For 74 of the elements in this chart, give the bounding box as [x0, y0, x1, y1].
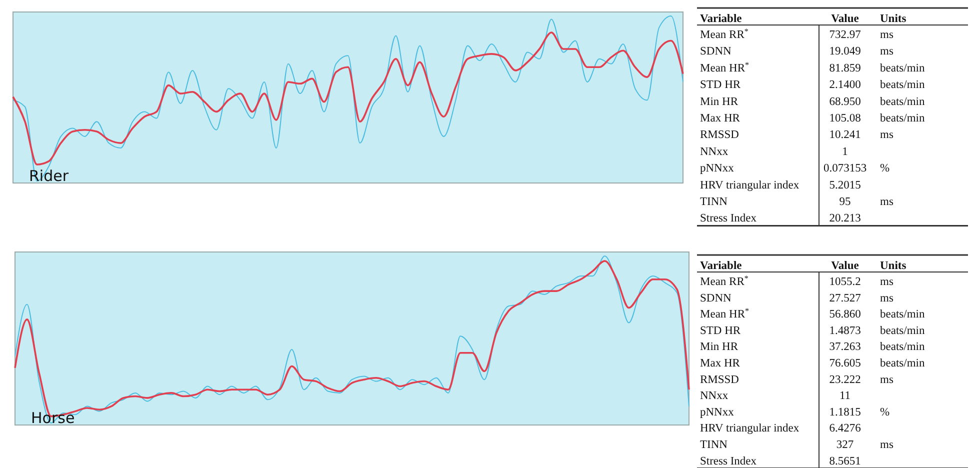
text: 76.605	[829, 358, 861, 370]
text: 327	[836, 439, 854, 451]
category-label: SDNN	[700, 46, 732, 58]
text: ms	[880, 292, 894, 304]
text: 19.049	[829, 46, 861, 58]
text: ms	[880, 374, 894, 386]
category-label: Max HR	[700, 112, 740, 124]
text: 2.1400	[829, 79, 861, 92]
text: 10.241	[829, 129, 861, 142]
category-label: Stress Index	[700, 455, 757, 468]
text: 27.527	[829, 292, 861, 304]
category-label: HRV triangular index	[700, 179, 800, 192]
category-label: Mean HR$^{*}$	[700, 60, 750, 74]
text: 81.859	[829, 62, 861, 74]
category-label: pNNxx	[700, 406, 734, 418]
text: 68.950	[829, 96, 861, 108]
text: ms	[880, 29, 894, 41]
text: 0.073153	[823, 162, 867, 175]
text: 1055.2	[829, 276, 861, 288]
text: Value	[831, 13, 859, 25]
category-label: SDNN	[700, 292, 732, 304]
text: 37.263	[829, 341, 861, 354]
text: beats/min	[880, 96, 925, 108]
text: Variable	[700, 260, 742, 272]
category-label: STD HR	[700, 324, 741, 337]
text: Units	[880, 260, 907, 272]
category-label: Mean RR$^{*}$	[700, 26, 748, 41]
text: Variable	[700, 13, 742, 25]
category-label: pNNxx	[700, 162, 734, 175]
text: %	[880, 406, 890, 418]
category-label: Max HR	[700, 358, 740, 370]
text: 5.2015	[829, 179, 861, 192]
text: beats/min	[880, 341, 925, 354]
text: beats/min	[880, 308, 925, 321]
text: Rider	[29, 167, 70, 185]
text: beats/min	[880, 112, 925, 124]
text: ms	[880, 196, 894, 208]
category-label: NNxx	[700, 390, 728, 402]
category-label: Mean RR$^{*}$	[700, 274, 748, 288]
text: 6.4276	[829, 422, 861, 435]
category-label: Mean HR$^{*}$	[700, 306, 750, 321]
text: 11	[839, 390, 851, 402]
category-label: STD HR	[700, 79, 741, 92]
text: 105.08	[829, 112, 861, 124]
text: ms	[880, 439, 894, 451]
text: ms	[880, 276, 894, 288]
text: Horse	[31, 409, 75, 427]
text: 56.860	[829, 308, 861, 321]
text: ms	[880, 46, 894, 58]
text: 1	[842, 146, 848, 158]
text: 1.1815	[829, 406, 861, 418]
category-label: TINN	[700, 196, 728, 208]
text: 1.4873	[829, 324, 861, 337]
category-label: TINN	[700, 439, 728, 451]
text: beats/min	[880, 324, 925, 337]
category-label: Min HR	[700, 96, 738, 108]
category-label: RMSSD	[700, 129, 739, 142]
text: 23.222	[829, 374, 861, 386]
category-label: Stress Index	[700, 212, 757, 225]
text: 20.213	[829, 212, 861, 225]
category-label: Min HR	[700, 341, 738, 354]
text: beats/min	[880, 62, 925, 74]
category-label: RMSSD	[700, 374, 739, 386]
text: beats/min	[880, 358, 925, 370]
text: Value	[831, 260, 859, 272]
text: beats/min	[880, 79, 925, 92]
category-label: HRV triangular index	[700, 422, 800, 435]
category-label: NNxx	[700, 146, 728, 158]
text: 732.97	[829, 29, 861, 41]
text: Units	[880, 13, 907, 25]
text: 95	[839, 196, 851, 208]
text: 8.5651	[829, 455, 861, 468]
text: ms	[880, 129, 894, 142]
text: %	[880, 162, 890, 175]
